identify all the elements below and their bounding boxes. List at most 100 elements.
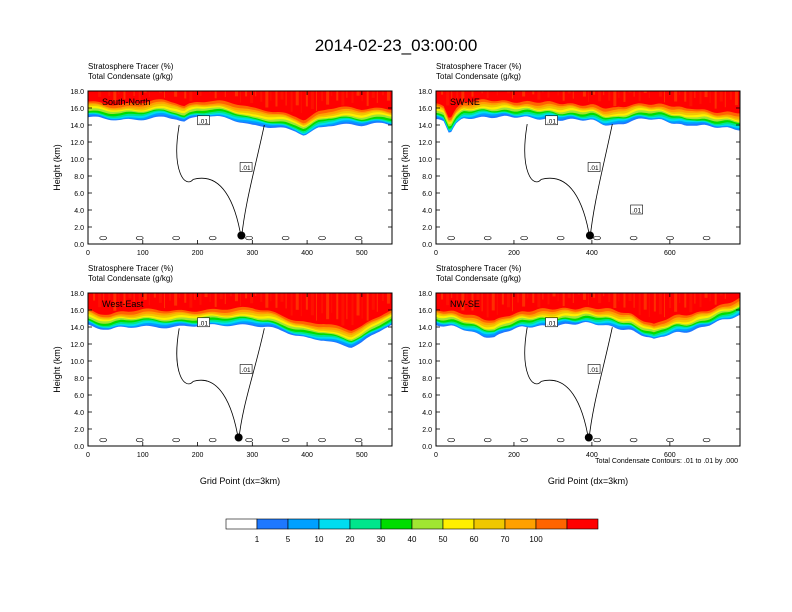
tracer-streak xyxy=(638,293,641,316)
tracer-streak xyxy=(300,293,302,317)
tracer-streak xyxy=(623,293,626,308)
tracer-streak xyxy=(331,91,333,96)
colorbar-swatch xyxy=(566,518,599,530)
tracer-streak xyxy=(356,91,360,96)
tracer-streak xyxy=(704,91,708,98)
tracer-streak xyxy=(598,293,602,304)
tracer-streak xyxy=(562,91,565,101)
tracer-streak xyxy=(446,293,450,306)
condensate-contour xyxy=(176,328,265,441)
y-tick-label: 2.0 xyxy=(422,427,432,434)
y-tick-label: 12.0 xyxy=(418,342,432,349)
y-tick-label: 0.0 xyxy=(74,242,84,249)
tracer-streak xyxy=(481,91,483,94)
tracer-streak xyxy=(446,91,450,106)
tracer-streak xyxy=(164,293,165,309)
tracer-streak xyxy=(108,293,111,307)
tracer-streak xyxy=(441,91,444,95)
x-tick-label: 500 xyxy=(356,452,368,459)
contour-label-box xyxy=(545,115,558,126)
panel-header: Total Condensate (g/kg) xyxy=(436,72,521,81)
tracer-streak xyxy=(113,91,117,102)
y-tick-label: 18.0 xyxy=(418,89,432,96)
low-cloud-contour xyxy=(593,437,601,443)
tracer-streak xyxy=(724,91,726,108)
tracer-streak xyxy=(441,293,444,300)
tracer-streak xyxy=(653,293,656,312)
y-tick-label: 0.0 xyxy=(422,242,432,249)
tracer-streak xyxy=(582,293,586,300)
low-cloud-contour xyxy=(99,437,107,443)
tracer-streak xyxy=(346,91,348,98)
panel-frame xyxy=(87,292,393,447)
tracer-streak xyxy=(184,293,187,303)
y-tick-label: 6.0 xyxy=(74,393,84,400)
tracer-streak xyxy=(255,91,257,97)
figure-title: 2014-02-23_03:00:00 xyxy=(315,36,478,55)
condensate-contour xyxy=(524,123,613,239)
tracer-streak xyxy=(138,293,141,308)
y-tick-label: 4.0 xyxy=(422,208,432,215)
y-tick-label: 4.0 xyxy=(74,410,84,417)
tracer-streak xyxy=(270,293,272,302)
tracer-streak xyxy=(623,91,626,102)
tracer-streak xyxy=(245,91,248,97)
x-tick-label: 400 xyxy=(301,452,313,459)
tracer-streak xyxy=(512,293,513,312)
y-tick-label: 10.0 xyxy=(70,359,84,366)
tracer-streak xyxy=(481,293,483,312)
tracer-streak xyxy=(123,91,126,100)
tracer-streak xyxy=(567,91,571,94)
tracer-streak xyxy=(336,293,339,320)
tracer-streak xyxy=(153,293,156,298)
colorbar-swatch xyxy=(442,518,475,530)
y-tick-label: 10.0 xyxy=(418,157,432,164)
colorbar-label: 20 xyxy=(346,535,355,544)
contour-label-box xyxy=(587,364,601,374)
tracer-streak xyxy=(204,293,208,298)
tracer-streak xyxy=(729,91,732,100)
tracer-streak xyxy=(679,91,681,95)
tracer-streak xyxy=(366,293,369,321)
tracer-streak xyxy=(456,293,459,305)
panel-header: Total Condensate (g/kg) xyxy=(436,274,521,283)
tracer-streak xyxy=(229,293,232,297)
y-tick-label: 16.0 xyxy=(418,308,432,315)
x-tick-label: 0 xyxy=(434,250,438,257)
x-tick-label: 0 xyxy=(86,452,90,459)
panel-sw-ne: .01 .01 .01 0.0 2.0 4.0 6.0 8.0 10.0 12.0 14.0 16.0… xyxy=(400,62,741,257)
y-tick-label: 6.0 xyxy=(74,191,84,198)
tracer-streak xyxy=(714,91,717,109)
tracer-streak xyxy=(275,91,278,107)
tracer-streak xyxy=(699,293,702,308)
tracer-streak xyxy=(577,293,580,296)
contour-label: .01 xyxy=(242,367,251,374)
tracer-streak xyxy=(562,293,565,307)
tracer-streak xyxy=(113,293,117,311)
tracer-streak xyxy=(734,91,738,106)
low-cloud-contour xyxy=(245,235,253,241)
tracer-streak xyxy=(613,293,617,308)
tracer-streak xyxy=(98,91,102,97)
location-marker xyxy=(584,433,593,442)
panel-frame xyxy=(435,90,741,245)
tracer-streak xyxy=(108,91,111,96)
low-cloud-contour xyxy=(281,437,290,443)
contour-label-box xyxy=(239,364,253,374)
tracer-streak xyxy=(270,91,272,101)
panel-label: South-North xyxy=(102,97,151,107)
tracer-streak xyxy=(260,91,263,102)
tracer-streak xyxy=(486,293,489,318)
tracer-streak xyxy=(250,293,254,304)
tracer-streak xyxy=(664,293,665,318)
tracer-streak xyxy=(341,293,345,326)
tracer-streak xyxy=(664,91,665,103)
contour-label: .01 xyxy=(590,165,599,172)
colorbar: 1 5 10 20 30 40 50 60 70 100 xyxy=(225,518,599,544)
tracer-streak xyxy=(158,293,162,303)
tracer-streak xyxy=(260,293,263,302)
tracer-streak xyxy=(214,91,217,99)
x-tick-label: 200 xyxy=(192,452,204,459)
tracer-streak xyxy=(491,293,495,311)
low-cloud-contour xyxy=(629,235,638,241)
